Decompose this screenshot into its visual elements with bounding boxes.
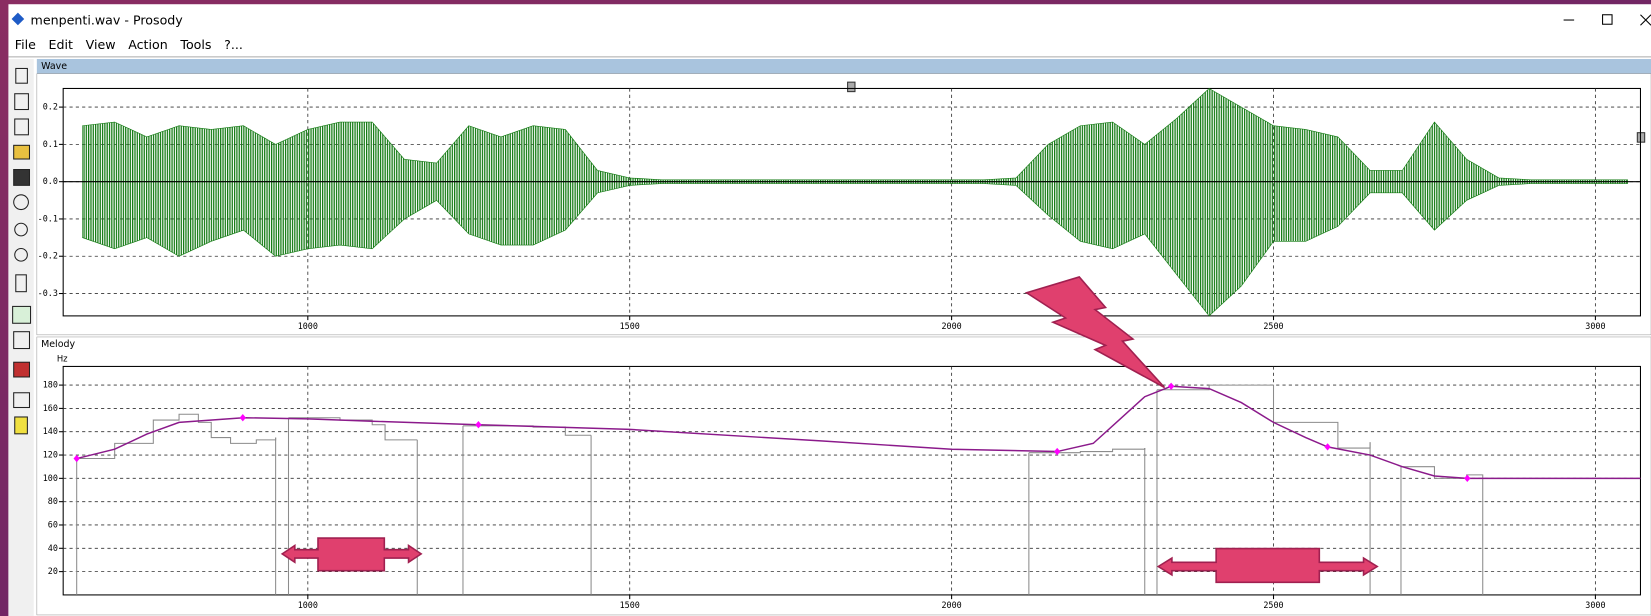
x-tick-label: 2500 [1263,600,1283,610]
menu-item[interactable]: Edit [49,37,73,52]
x-tick-label: 1500 [620,600,640,610]
anchor-point [239,414,246,422]
plot-frame [62,365,1641,596]
x-tick-label: 3000 [1585,600,1605,610]
menu-item[interactable]: Action [128,37,168,52]
help-button[interactable] [14,416,28,435]
menu-item[interactable]: Tools [179,37,211,52]
menu-item[interactable]: File [15,37,36,52]
waveform [82,88,1628,182]
y-tick-label: 160 [43,403,58,413]
melody-panel [36,336,1651,616]
raw-pitch [288,417,418,441]
menu-item[interactable]: View [86,37,116,52]
range-arrow [280,537,423,572]
y-tick-label: 0.0 [43,176,58,186]
melody-panel-title: Melody [41,339,75,350]
zoom-out-button[interactable] [14,222,28,237]
x-tick-label: 2000 [941,600,961,610]
x-tick-label: 1000 [298,600,318,610]
wave-panel-header [36,58,1651,74]
save-button[interactable] [13,169,31,186]
y-tick-label: 20 [48,566,58,576]
wave-panel-title: Wave [41,61,67,72]
lightning-callout [1024,276,1166,389]
app-icon [11,12,25,26]
chart: 0.2 0.1 0.0 -0.1 -0.2 -0.3 1000 1500 2000 2500 300… [38,87,1641,331]
y-tick-label: 0.1 [43,139,58,149]
x-tick-label: 1000 [298,321,318,331]
y-tick-label: -0.3 [38,288,58,298]
zoom-in-button[interactable] [14,247,28,262]
anchor-point [1054,447,1061,456]
window-title: menpenti.wav - Prosody [31,13,184,28]
y-tick-label: 100 [43,473,58,483]
y-tick-label: 140 [43,426,58,436]
y-tick-label: 40 [48,543,58,553]
edit-button[interactable] [13,361,31,378]
y-tick-label: 60 [48,519,58,529]
y-tick-label: -0.1 [38,213,58,223]
y-tick-label: 180 [43,380,58,390]
open-button[interactable] [13,144,31,160]
level-button[interactable] [15,274,27,293]
pitch-contour [76,385,1641,480]
x-tick-label: 2000 [941,321,961,331]
x-tick-label: 2500 [1263,321,1283,331]
new-button[interactable] [15,67,28,84]
x-tick-label: 1500 [620,321,640,331]
list-button[interactable] [13,331,31,350]
play-button[interactable] [14,118,29,136]
plots: 0.2 0.1 0.0 -0.1 -0.2 -0.3 1000 1500 2000 2500 300… [38,87,1641,610]
y-tick-label: 0.2 [43,102,58,112]
close-button[interactable] [1640,14,1651,26]
waveform [82,181,1628,317]
cursor-handle[interactable] [847,81,856,93]
y-tick-label: 120 [43,450,58,460]
toolbar-buttons [12,67,32,435]
y-axis-unit: Hz [57,354,68,364]
annotations [280,276,1379,584]
print-button[interactable] [13,392,31,409]
mode-button[interactable] [12,305,32,324]
record-button[interactable] [14,93,29,111]
y-tick-label: 80 [48,496,58,506]
raw-pitch [76,413,277,460]
x-tick-label: 3000 [1585,321,1605,331]
anchor-point [1324,443,1331,451]
range-arrow [1156,547,1379,584]
restore-button[interactable] [1602,14,1613,25]
info-button[interactable] [13,194,29,211]
y-tick-label: -0.2 [38,251,58,261]
plot-frame [62,87,1641,317]
menu-item[interactable]: ?... [224,37,243,52]
menu-bar: File Edit View Action Tools?... [15,37,243,52]
